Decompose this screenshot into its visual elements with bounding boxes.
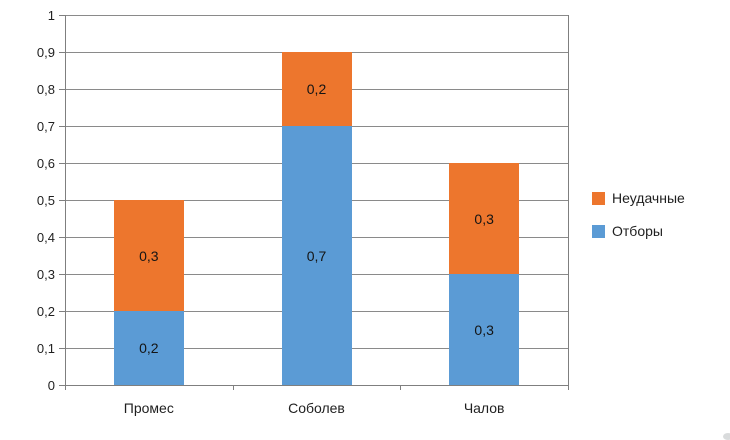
y-axis-tick-label: 0,8 bbox=[36, 82, 55, 97]
bar-segment-top bbox=[281, 52, 352, 126]
bar-segment-top bbox=[449, 163, 520, 274]
legend-label: Отборы bbox=[612, 223, 663, 239]
bar-segment-top bbox=[113, 200, 184, 311]
legend-item: Отборы bbox=[592, 223, 685, 239]
bar-segment-value-label: 0,2 bbox=[139, 340, 159, 356]
x-axis-category-label: Соболев bbox=[288, 400, 345, 416]
y-axis-tick bbox=[59, 348, 65, 349]
y-axis-tick bbox=[59, 237, 65, 238]
y-axis-tick-label: 0,5 bbox=[36, 193, 55, 208]
x-axis-tick bbox=[65, 385, 66, 390]
legend-swatch bbox=[592, 191, 605, 205]
y-axis-tick-label: 0,9 bbox=[36, 45, 55, 60]
y-axis-tick bbox=[59, 163, 65, 164]
bar-segment-bottom bbox=[113, 311, 184, 385]
y-axis-tick bbox=[59, 385, 65, 386]
x-axis-tick bbox=[568, 385, 569, 390]
x-axis-tick bbox=[400, 385, 402, 390]
y-axis-tick bbox=[59, 200, 65, 201]
bar-segment-bottom bbox=[449, 274, 520, 385]
chart-legend: Неудачные Отборы bbox=[592, 190, 685, 256]
bar-segment-value-label: 0,2 bbox=[306, 81, 327, 97]
bar-segment-value-label: 0,3 bbox=[474, 210, 494, 227]
y-axis-tick-label: 0,2 bbox=[36, 304, 55, 319]
legend-item: Неудачные bbox=[592, 190, 685, 206]
corner-artifact bbox=[723, 433, 730, 440]
x-axis-category-label: Промес bbox=[123, 400, 174, 416]
y-axis-tick bbox=[59, 89, 65, 90]
bar-segment-value-label: 0,3 bbox=[474, 321, 494, 338]
bar-segment-bottom bbox=[281, 126, 352, 385]
y-axis-tick-label: 1 bbox=[47, 8, 55, 23]
y-axis-tick bbox=[59, 15, 65, 16]
x-axis-line bbox=[65, 385, 569, 386]
y-axis-tick bbox=[59, 274, 65, 275]
y-axis-tick-label: 0,4 bbox=[36, 230, 55, 245]
y-axis-tick-label: 0,7 bbox=[36, 119, 55, 134]
y-axis-tick-label: 0,1 bbox=[36, 341, 55, 356]
y-axis-tick bbox=[59, 311, 65, 312]
gridline bbox=[65, 15, 568, 16]
y-axis-line bbox=[65, 15, 66, 385]
bar-segment-value-label: 0,3 bbox=[139, 247, 159, 264]
legend-label: Неудачные bbox=[612, 190, 685, 206]
y-axis-tick bbox=[59, 52, 65, 53]
y-axis-tick bbox=[59, 126, 65, 127]
bar-segment-value-label: 0,7 bbox=[306, 247, 327, 264]
y-axis-tick-label: 0,3 bbox=[36, 267, 55, 282]
x-axis-category-label: Чалов bbox=[463, 400, 505, 416]
y-axis-tick-label: 0,6 bbox=[36, 156, 55, 171]
x-axis-tick bbox=[232, 385, 234, 390]
plot-right-border bbox=[568, 15, 569, 385]
y-axis-tick-label: 0 bbox=[47, 378, 55, 393]
legend-swatch bbox=[592, 224, 605, 238]
